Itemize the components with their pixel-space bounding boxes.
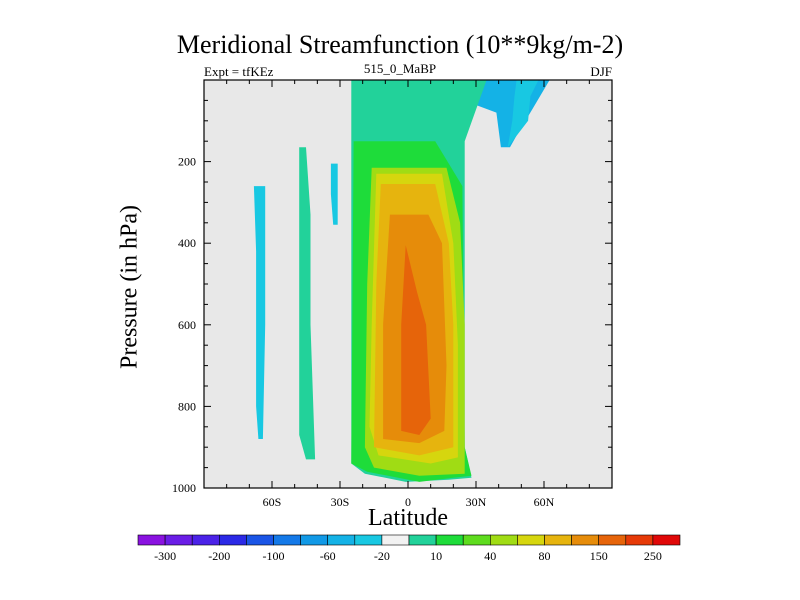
colorbar-swatch [164, 534, 193, 546]
contour-hadley-max [401, 245, 431, 435]
y-tick-label: 1000 [172, 481, 196, 495]
chart-title: Meridional Streamfunction (10**9kg/m-2) [176, 30, 624, 59]
center-subtitle: 515_0_MaBP [363, 61, 437, 76]
colorbar-label: -60 [320, 549, 336, 563]
colorbar-swatch [327, 534, 356, 546]
colorbar-swatch [354, 534, 383, 546]
y-tick-label: 800 [178, 399, 196, 413]
contour-regions [253, 80, 550, 482]
colorbar-label: -200 [208, 549, 230, 563]
season-label: DJF [590, 64, 612, 79]
colorbar-swatch [462, 534, 491, 546]
colorbar-swatch [246, 534, 274, 546]
colorbar-label: 150 [590, 549, 608, 563]
x-tick-label: 30N [466, 495, 487, 509]
colorbar-swatch [191, 534, 220, 546]
colorbar-swatch [273, 534, 301, 546]
colorbar-swatch [408, 534, 437, 546]
x-axis-label: Latitude [368, 505, 448, 531]
colorbar-label: -100 [263, 549, 285, 563]
colorbar-swatch [652, 534, 681, 546]
x-tick-label: 0 [405, 495, 411, 509]
contour-north-tropical-core [507, 80, 539, 148]
colorbar-swatch [300, 534, 329, 546]
colorbar-label: 40 [484, 549, 496, 563]
colorbar-swatch [625, 534, 654, 546]
colorbar-swatch [381, 534, 410, 546]
colorbar-swatch [137, 534, 166, 546]
y-tick-label: 400 [178, 236, 196, 250]
colorbar-swatch [544, 534, 572, 546]
colorbar-swatch [517, 534, 545, 546]
colorbar-swatch [435, 534, 464, 546]
colorbar-swatch [598, 534, 627, 546]
y-tick-label: 200 [178, 155, 196, 169]
x-tick-label: 60S [263, 495, 282, 509]
colorbar-swatch [219, 534, 247, 546]
colorbar-label: -20 [374, 549, 390, 563]
colorbar-swatch [571, 534, 599, 546]
colorbar: -300 -200 -100 -60 -20 10 40 80 150 250 [137, 534, 681, 563]
x-tick-label: 60N [534, 495, 555, 509]
y-tick-label: 600 [178, 318, 196, 332]
colorbar-label: 80 [539, 549, 551, 563]
x-tick-label: 30S [331, 495, 350, 509]
experiment-label: Expt = tfKEz [204, 64, 274, 79]
colorbar-label: 10 [430, 549, 442, 563]
colorbar-label: 250 [644, 549, 662, 563]
contour-south-weak-cell [253, 186, 266, 439]
colorbar-label: -300 [154, 549, 176, 563]
contour-mid-south-positive [299, 147, 316, 460]
colorbar-swatch [489, 534, 518, 546]
contour-thin-south-cell [330, 163, 338, 225]
